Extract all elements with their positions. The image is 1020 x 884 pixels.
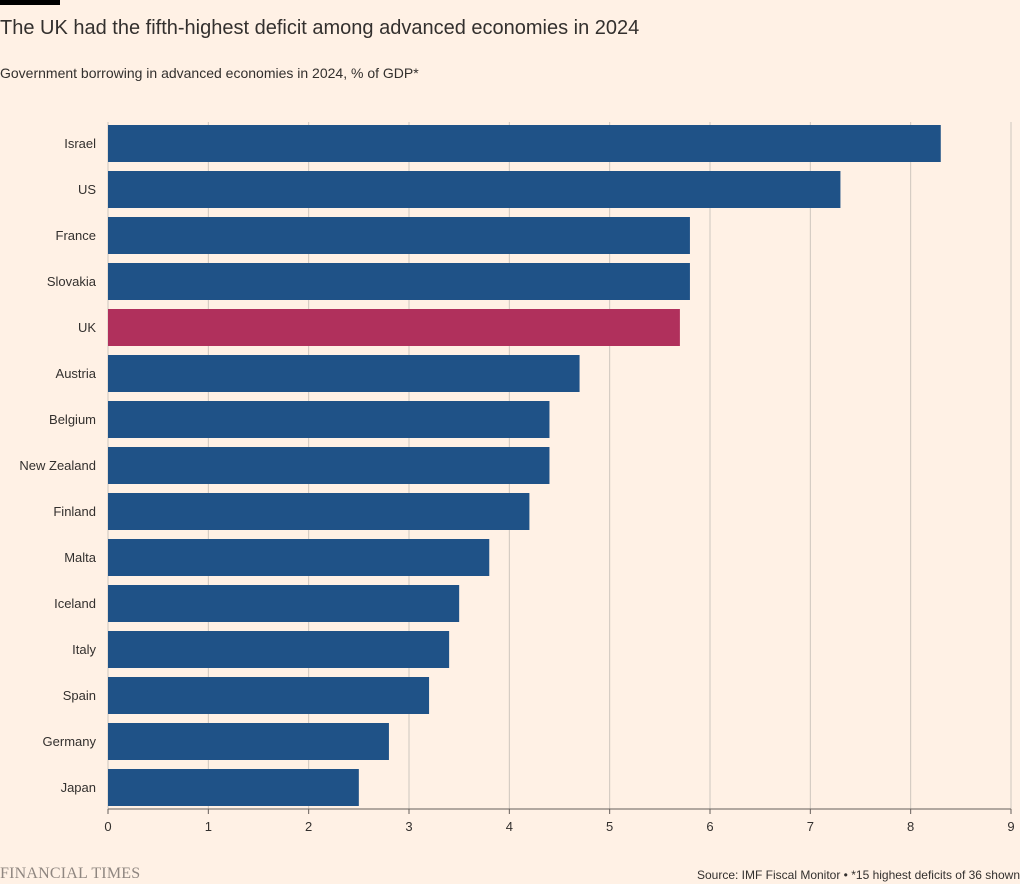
bar-spain	[108, 677, 430, 714]
category-label-japan: Japan	[61, 780, 96, 795]
bar-finland	[108, 493, 530, 530]
category-label-finland: Finland	[53, 504, 96, 519]
category-label-new-zealand: New Zealand	[19, 458, 96, 473]
bar-new-zealand	[108, 447, 550, 484]
bar-malta	[108, 539, 490, 576]
bar-italy	[108, 631, 450, 668]
bar-austria	[108, 355, 580, 392]
bar-us	[108, 171, 841, 208]
category-label-iceland: Iceland	[54, 596, 96, 611]
category-label-france: France	[56, 228, 96, 243]
bar-germany	[108, 723, 389, 760]
tick-label-x-7: 7	[807, 819, 814, 834]
chart-subtitle: Government borrowing in advanced economi…	[0, 65, 419, 81]
bar-chart: 0 1 2 3 4 5 6 7 8 9 Israel US France Slovakia UK Austri…	[19, 122, 1015, 834]
bar-uk	[108, 309, 680, 346]
category-label-belgium: Belgium	[49, 412, 96, 427]
category-label-us: US	[78, 182, 96, 197]
bar-belgium	[108, 401, 550, 438]
category-label-austria: Austria	[56, 366, 97, 381]
source-note: Source: IMF Fiscal Monitor • *15 highest…	[696, 868, 1020, 882]
category-label-slovakia: Slovakia	[47, 274, 97, 289]
bar-slovakia	[108, 263, 690, 300]
brand-logo: FINANCIAL TIMES	[0, 865, 141, 882]
tick-label-x-3: 3	[405, 819, 412, 834]
bar-iceland	[108, 585, 460, 622]
category-label-italy: Italy	[72, 642, 96, 657]
brand-accent-bar	[0, 0, 60, 5]
category-label-spain: Spain	[63, 688, 96, 703]
tick-label-x-5: 5	[606, 819, 613, 834]
tick-label-x-1: 1	[205, 819, 212, 834]
tick-label-x-9: 9	[1007, 819, 1014, 834]
tick-label-x-8: 8	[907, 819, 914, 834]
category-label-uk: UK	[78, 320, 96, 335]
category-label-malta: Malta	[64, 550, 97, 565]
tick-label-x-6: 6	[706, 819, 713, 834]
category-label-israel: Israel	[64, 136, 96, 151]
bar-israel	[108, 125, 941, 162]
chart-title: The UK had the fifth-highest deficit amo…	[0, 17, 640, 39]
bar-japan	[108, 769, 359, 806]
tick-label-x-4: 4	[506, 819, 513, 834]
tick-label-x-0: 0	[104, 819, 111, 834]
tick-label-x-2: 2	[305, 819, 312, 834]
category-label-germany: Germany	[43, 734, 97, 749]
bar-france	[108, 217, 690, 254]
